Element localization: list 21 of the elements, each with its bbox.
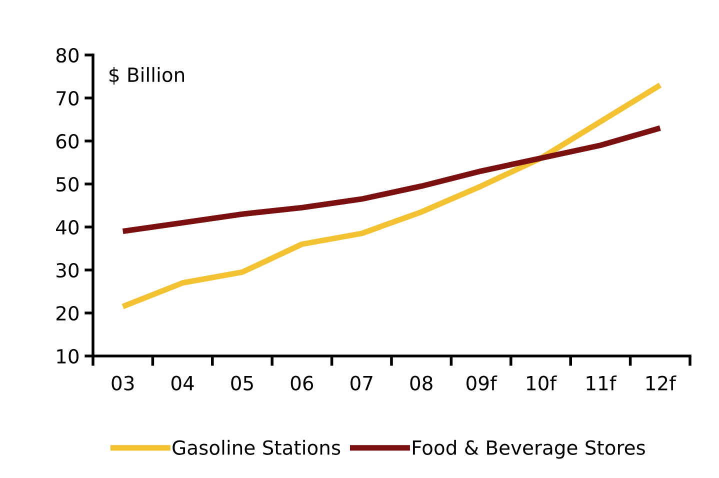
annotation: $ Billion (110, 67, 184, 85)
y-tick-label: 10 (57, 348, 79, 364)
y-tick-label: 80 (56, 48, 79, 63)
x-tick-label: 10f (527, 375, 557, 390)
x-tick-label: 07 (350, 376, 372, 390)
legend-label: Gasoline Stations (172, 440, 340, 455)
y-tick-label: 20 (56, 306, 79, 321)
y-tick-label: 30 (56, 262, 79, 278)
x-tick-label: 09f (466, 375, 498, 390)
x-tick-label: 06 (290, 376, 314, 390)
y-tick-label: 60 (56, 134, 79, 149)
y-tick-label: 70 (56, 90, 79, 106)
y-tick-label: 40 (56, 220, 79, 235)
x-tick-label: 05 (231, 376, 253, 390)
legend-label: Food & Beverage Stores (412, 440, 645, 459)
x-tick-label: 08 (410, 376, 432, 390)
x-tick-label: 04 (171, 376, 194, 390)
x-tick-label: 12f (646, 375, 676, 390)
x-tick-label: 11f (586, 375, 617, 390)
y-tick-label: 50 (56, 176, 79, 192)
x-tick-label: 03 (112, 376, 134, 390)
